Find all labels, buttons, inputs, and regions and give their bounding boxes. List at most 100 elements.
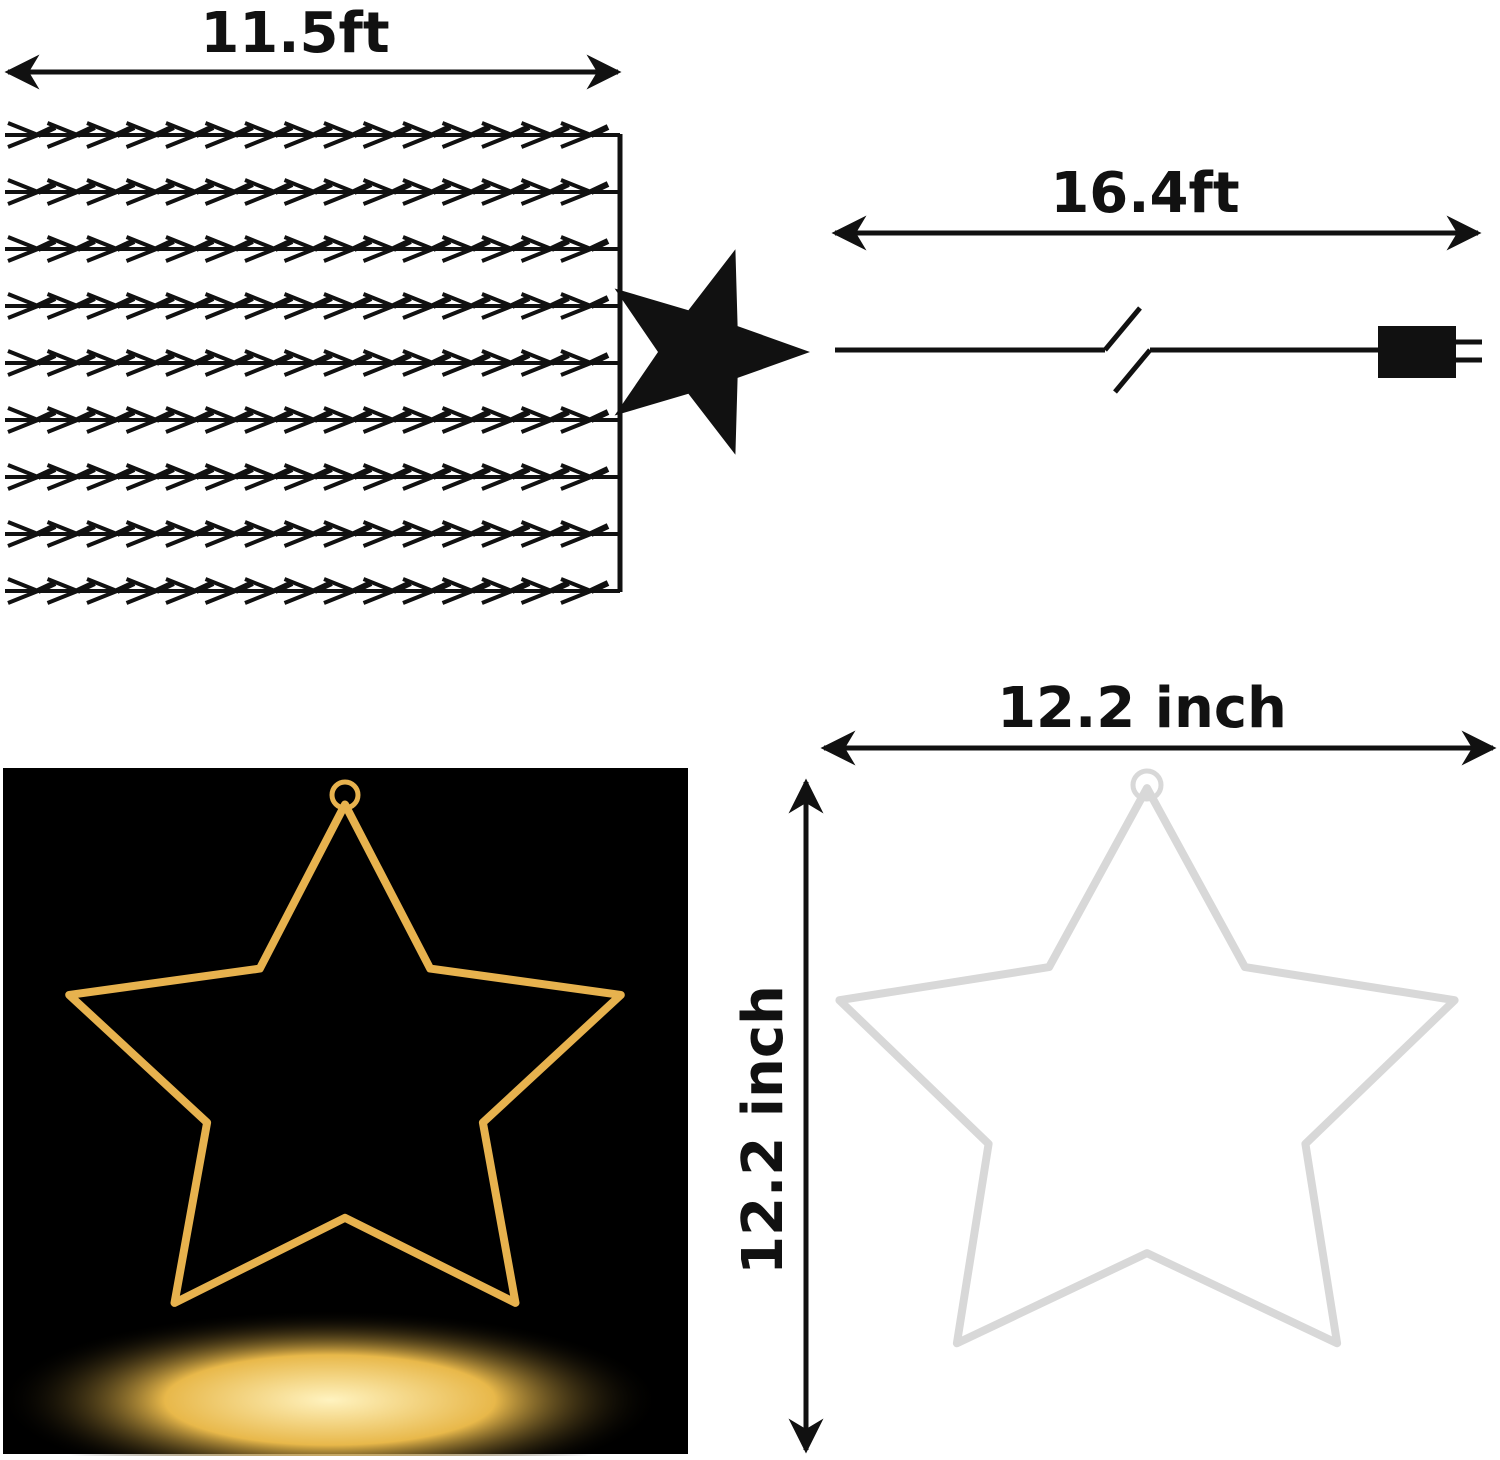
bulb-tip xyxy=(589,409,610,423)
bulb-tip xyxy=(392,352,412,366)
bulb-tip xyxy=(234,295,254,309)
bulb-tip xyxy=(194,238,215,252)
bulb-tip xyxy=(155,238,175,252)
bulb-tip xyxy=(471,124,491,138)
bulb-tip xyxy=(234,580,254,594)
bulb-tip xyxy=(194,409,215,423)
bulb-tip xyxy=(313,352,333,366)
bulb-tip xyxy=(313,181,333,195)
bulb-tip xyxy=(155,124,175,138)
hanging-loop xyxy=(329,779,361,811)
bulb-tip xyxy=(510,295,531,309)
bulb-tip xyxy=(194,523,215,537)
bulb-tip xyxy=(510,352,531,366)
bulb-tip xyxy=(352,238,373,252)
bulb-tip xyxy=(550,295,570,309)
bulb-tip xyxy=(589,181,610,195)
bulb-tip xyxy=(352,352,373,366)
bulb-tip xyxy=(431,181,452,195)
bulb-tip xyxy=(471,523,491,537)
bulb-tip xyxy=(234,409,254,423)
bulb-tip xyxy=(155,352,175,366)
bulb-tip xyxy=(234,466,254,480)
bulb-tip xyxy=(589,295,610,309)
bulb-tip xyxy=(352,580,373,594)
bulb-tip xyxy=(36,238,57,252)
bulb-tip xyxy=(273,466,294,480)
bulb-tip xyxy=(234,238,254,252)
bulb-tip xyxy=(76,580,96,594)
bulb-tip xyxy=(550,352,570,366)
bulb-tip xyxy=(392,238,412,252)
bulb-tip xyxy=(431,409,452,423)
bulb-tip xyxy=(273,181,294,195)
star-width-label: 12.2 inch xyxy=(997,676,1287,741)
bulb-tip xyxy=(550,466,570,480)
bulb-tip xyxy=(115,352,136,366)
bulb-tip xyxy=(392,466,412,480)
bulb-tip xyxy=(352,124,373,138)
bulb-tip xyxy=(431,466,452,480)
bulb-tip xyxy=(431,523,452,537)
bulb-tip xyxy=(234,181,254,195)
bulb-tip xyxy=(550,523,570,537)
bulb-tip xyxy=(471,295,491,309)
bulb-tip xyxy=(273,238,294,252)
bulb-tip xyxy=(392,124,412,138)
bulb-tip xyxy=(589,466,610,480)
bulb-tip xyxy=(510,181,531,195)
bulb-tip xyxy=(550,181,570,195)
light-strands xyxy=(5,121,620,605)
bulb-tip xyxy=(431,238,452,252)
bulb-tip xyxy=(115,523,136,537)
bulb-tip xyxy=(313,523,333,537)
bulb-tip xyxy=(510,409,531,423)
white-star-frame xyxy=(835,784,1459,1348)
bulb-tip xyxy=(352,181,373,195)
bulb-tip xyxy=(431,295,452,309)
bulb-tip xyxy=(352,466,373,480)
plug xyxy=(1378,326,1456,378)
bulb-tip xyxy=(115,124,136,138)
bulb-tip xyxy=(115,409,136,423)
bulb-tip xyxy=(510,238,531,252)
bulb-tip xyxy=(36,352,57,366)
bulb-tip xyxy=(352,409,373,423)
lit-star xyxy=(65,800,625,1307)
bulb-tip xyxy=(392,295,412,309)
bulb-tip xyxy=(392,580,412,594)
bulb-tip xyxy=(392,523,412,537)
bulb-tip xyxy=(115,466,136,480)
bulb-tip xyxy=(76,295,96,309)
bulb-tip xyxy=(36,466,57,480)
bulb-tip xyxy=(589,124,610,138)
bulb-tip xyxy=(76,523,96,537)
bulb-tip xyxy=(115,580,136,594)
bulb-tip xyxy=(115,181,136,195)
bulb-tip xyxy=(36,124,57,138)
bulb-tip xyxy=(155,580,175,594)
bulb-tip xyxy=(155,523,175,537)
bulb-tip xyxy=(589,580,610,594)
bulb-tip xyxy=(273,124,294,138)
bulb-tip xyxy=(115,295,136,309)
bulb-tip xyxy=(313,295,333,309)
bulb-tip xyxy=(510,580,531,594)
bulb-tip xyxy=(471,352,491,366)
bulb-tip xyxy=(313,580,333,594)
bulb-tip xyxy=(155,295,175,309)
bulb-tip xyxy=(273,295,294,309)
bulb-tip xyxy=(76,181,96,195)
bulb-tip xyxy=(589,352,610,366)
bulb-tip xyxy=(431,580,452,594)
bulb-tip xyxy=(36,523,57,537)
bulb-tip xyxy=(234,523,254,537)
bulb-tip xyxy=(234,352,254,366)
bulb-tip xyxy=(76,124,96,138)
light-pile-glow xyxy=(0,1310,660,1460)
bulb-tip xyxy=(471,181,491,195)
bulb-tip xyxy=(194,580,215,594)
bulb-tip xyxy=(471,466,491,480)
bulb-tip xyxy=(273,580,294,594)
